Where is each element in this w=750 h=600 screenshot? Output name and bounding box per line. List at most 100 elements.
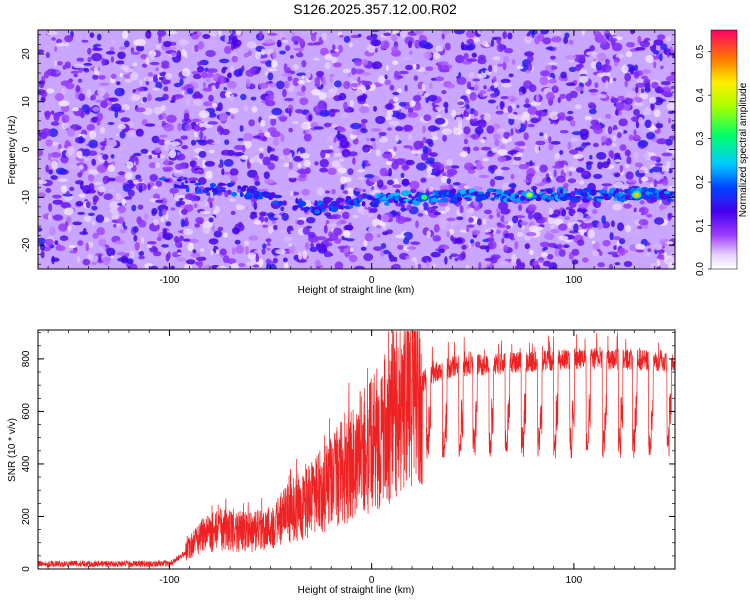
heatmap-cell xyxy=(265,60,273,67)
heatmap-cell xyxy=(109,201,121,210)
heatmap-cell xyxy=(184,193,194,201)
heatmap-cell xyxy=(98,75,106,80)
heatmap-cell xyxy=(83,227,87,235)
heatmap-cell xyxy=(617,222,624,232)
heatmap-cell xyxy=(589,45,595,52)
heatmap-cell xyxy=(393,146,397,152)
heatmap-cell xyxy=(153,74,159,83)
heatmap-cell xyxy=(656,258,661,268)
colorbar-gradient xyxy=(710,29,738,270)
heatmap-cell xyxy=(105,50,116,55)
spectrogram-ylabel: Frequency (Hz) xyxy=(7,116,18,185)
heatmap-cell xyxy=(207,68,218,73)
heatmap-cell xyxy=(177,252,182,256)
heatmap-cell xyxy=(254,174,259,181)
heatmap-cell xyxy=(421,83,426,91)
heatmap-cell xyxy=(384,79,392,86)
heatmap-cell xyxy=(413,63,417,70)
heatmap-signal-cell xyxy=(189,180,197,184)
heatmap-cell xyxy=(52,194,62,199)
heatmap-cell xyxy=(569,149,579,155)
heatmap-signal-cell xyxy=(220,187,226,190)
heatmap-cell xyxy=(451,109,457,119)
heatmap-cell xyxy=(145,56,150,65)
heatmap-cell xyxy=(117,51,126,60)
heatmap-cell xyxy=(573,211,584,221)
heatmap-cell xyxy=(160,104,167,111)
heatmap-cell xyxy=(668,117,671,124)
heatmap-cell xyxy=(613,172,621,178)
heatmap-cell xyxy=(107,101,113,106)
heatmap-cell xyxy=(305,70,311,79)
heatmap-cell xyxy=(527,123,535,128)
heatmap-cell xyxy=(364,174,375,179)
heatmap-signal-cell xyxy=(222,189,226,193)
heatmap-cell xyxy=(395,215,406,224)
heatmap-cell xyxy=(577,63,584,69)
heatmap-cell xyxy=(78,93,86,101)
heatmap-cell xyxy=(409,180,420,190)
heatmap-signal-cell xyxy=(615,188,620,194)
heatmap-cell xyxy=(235,205,246,211)
heatmap-cell xyxy=(314,161,319,166)
heatmap-cell xyxy=(465,103,470,110)
heatmap-cell xyxy=(507,32,513,40)
heatmap-cell xyxy=(165,253,170,262)
heatmap-signal-cell xyxy=(570,191,576,197)
heatmap-cell xyxy=(301,60,307,68)
heatmap-cell xyxy=(522,111,530,119)
heatmap-cell xyxy=(55,245,66,252)
heatmap-cell xyxy=(173,236,180,243)
heatmap-cell xyxy=(412,95,422,102)
heatmap-cell xyxy=(601,75,610,84)
heatmap-cell xyxy=(303,199,312,209)
heatmap-cell xyxy=(659,53,663,62)
heatmap-cell xyxy=(200,248,205,252)
heatmap-cell xyxy=(319,109,330,117)
heatmap-cell xyxy=(614,181,624,189)
heatmap-cell xyxy=(204,117,209,123)
heatmap-cell xyxy=(66,145,75,155)
heatmap-cell xyxy=(195,139,206,143)
heatmap-cell xyxy=(354,265,365,269)
heatmap-cell xyxy=(198,150,207,158)
heatmap-cell xyxy=(588,108,597,115)
heatmap-cell xyxy=(413,75,419,81)
heatmap-cell xyxy=(338,92,347,101)
heatmap-cell xyxy=(66,128,75,137)
heatmap-signal-cell xyxy=(198,188,202,194)
heatmap-signal-cell xyxy=(273,194,283,199)
spectrogram-xtick-label: 100 xyxy=(566,275,583,286)
heatmap-cell xyxy=(192,249,197,254)
heatmap-cell xyxy=(240,93,247,101)
heatmap-cell xyxy=(107,164,116,173)
heatmap-cell xyxy=(558,223,568,231)
heatmap-cell xyxy=(595,61,602,71)
heatmap-cell xyxy=(340,184,345,191)
heatmap-cell xyxy=(488,241,494,249)
heatmap-cell xyxy=(423,69,429,78)
heatmap-cell xyxy=(51,160,58,170)
heatmap-cell xyxy=(516,104,520,109)
heatmap-cell xyxy=(297,80,306,85)
heatmap-cell xyxy=(108,188,115,193)
heatmap-cell xyxy=(587,102,596,109)
heatmap-cell xyxy=(567,110,574,115)
heatmap-cell xyxy=(199,59,209,66)
heatmap-cell xyxy=(342,68,352,74)
heatmap-cell xyxy=(630,30,635,35)
heatmap-cell xyxy=(337,125,342,130)
heatmap-cell xyxy=(507,105,513,113)
heatmap-cell xyxy=(371,30,380,33)
heatmap-cell xyxy=(641,88,645,94)
heatmap-cell xyxy=(218,164,223,168)
heatmap-cell xyxy=(361,72,372,76)
heatmap-cell xyxy=(530,117,540,124)
colorbar-label: Normalized spectral amplitude xyxy=(738,82,749,217)
heatmap-cell xyxy=(651,166,662,173)
snr-xtick-label: 0 xyxy=(369,575,375,586)
heatmap-cell xyxy=(211,85,217,91)
heatmap-cell xyxy=(130,47,135,53)
heatmap-cell xyxy=(634,162,644,168)
